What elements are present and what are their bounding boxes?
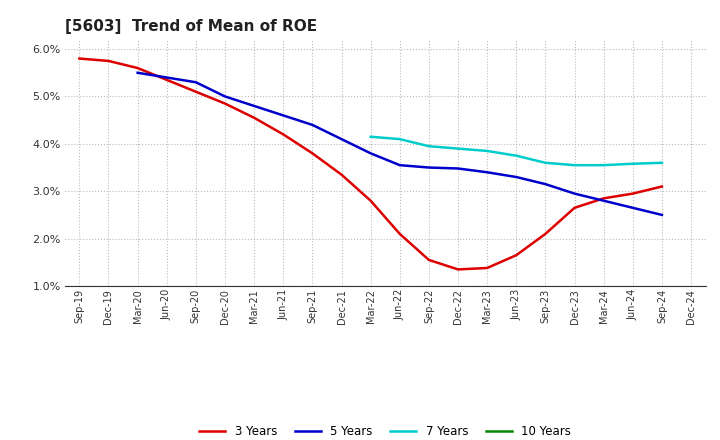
3 Years [425, 257, 433, 263]
Line: 7 Years: 7 Years [371, 137, 662, 165]
Text: [5603]  Trend of Mean of ROE: [5603] Trend of Mean of ROE [65, 19, 317, 34]
5 Years [163, 75, 171, 80]
5 Years [133, 70, 142, 75]
3 Years [570, 205, 579, 210]
3 Years [220, 101, 229, 106]
7 Years [454, 146, 462, 151]
3 Years [337, 172, 346, 177]
3 Years [541, 231, 550, 237]
7 Years [395, 136, 404, 142]
3 Years [133, 66, 142, 71]
3 Years [104, 58, 113, 63]
7 Years [541, 160, 550, 165]
3 Years [308, 150, 317, 156]
5 Years [425, 165, 433, 170]
5 Years [220, 94, 229, 99]
7 Years [599, 162, 608, 168]
3 Years [366, 198, 375, 203]
Line: 5 Years: 5 Years [138, 73, 662, 215]
5 Years [512, 174, 521, 180]
5 Years [454, 166, 462, 171]
5 Years [366, 150, 375, 156]
3 Years [250, 115, 258, 121]
5 Years [192, 80, 200, 85]
7 Years [425, 143, 433, 149]
5 Years [308, 122, 317, 128]
3 Years [483, 265, 492, 271]
7 Years [483, 148, 492, 154]
7 Years [657, 160, 666, 165]
5 Years [629, 205, 637, 210]
3 Years [599, 196, 608, 201]
5 Years [599, 198, 608, 203]
5 Years [483, 170, 492, 175]
5 Years [279, 113, 287, 118]
3 Years [629, 191, 637, 196]
Line: 3 Years: 3 Years [79, 59, 662, 269]
3 Years [657, 184, 666, 189]
7 Years [366, 134, 375, 139]
3 Years [163, 77, 171, 83]
5 Years [395, 162, 404, 168]
7 Years [570, 162, 579, 168]
Legend: 3 Years, 5 Years, 7 Years, 10 Years: 3 Years, 5 Years, 7 Years, 10 Years [194, 420, 576, 440]
5 Years [541, 181, 550, 187]
3 Years [279, 132, 287, 137]
5 Years [250, 103, 258, 109]
3 Years [192, 89, 200, 94]
5 Years [570, 191, 579, 196]
5 Years [337, 136, 346, 142]
3 Years [395, 231, 404, 237]
7 Years [629, 161, 637, 166]
7 Years [512, 153, 521, 158]
5 Years [657, 212, 666, 217]
3 Years [454, 267, 462, 272]
3 Years [75, 56, 84, 61]
3 Years [512, 253, 521, 258]
